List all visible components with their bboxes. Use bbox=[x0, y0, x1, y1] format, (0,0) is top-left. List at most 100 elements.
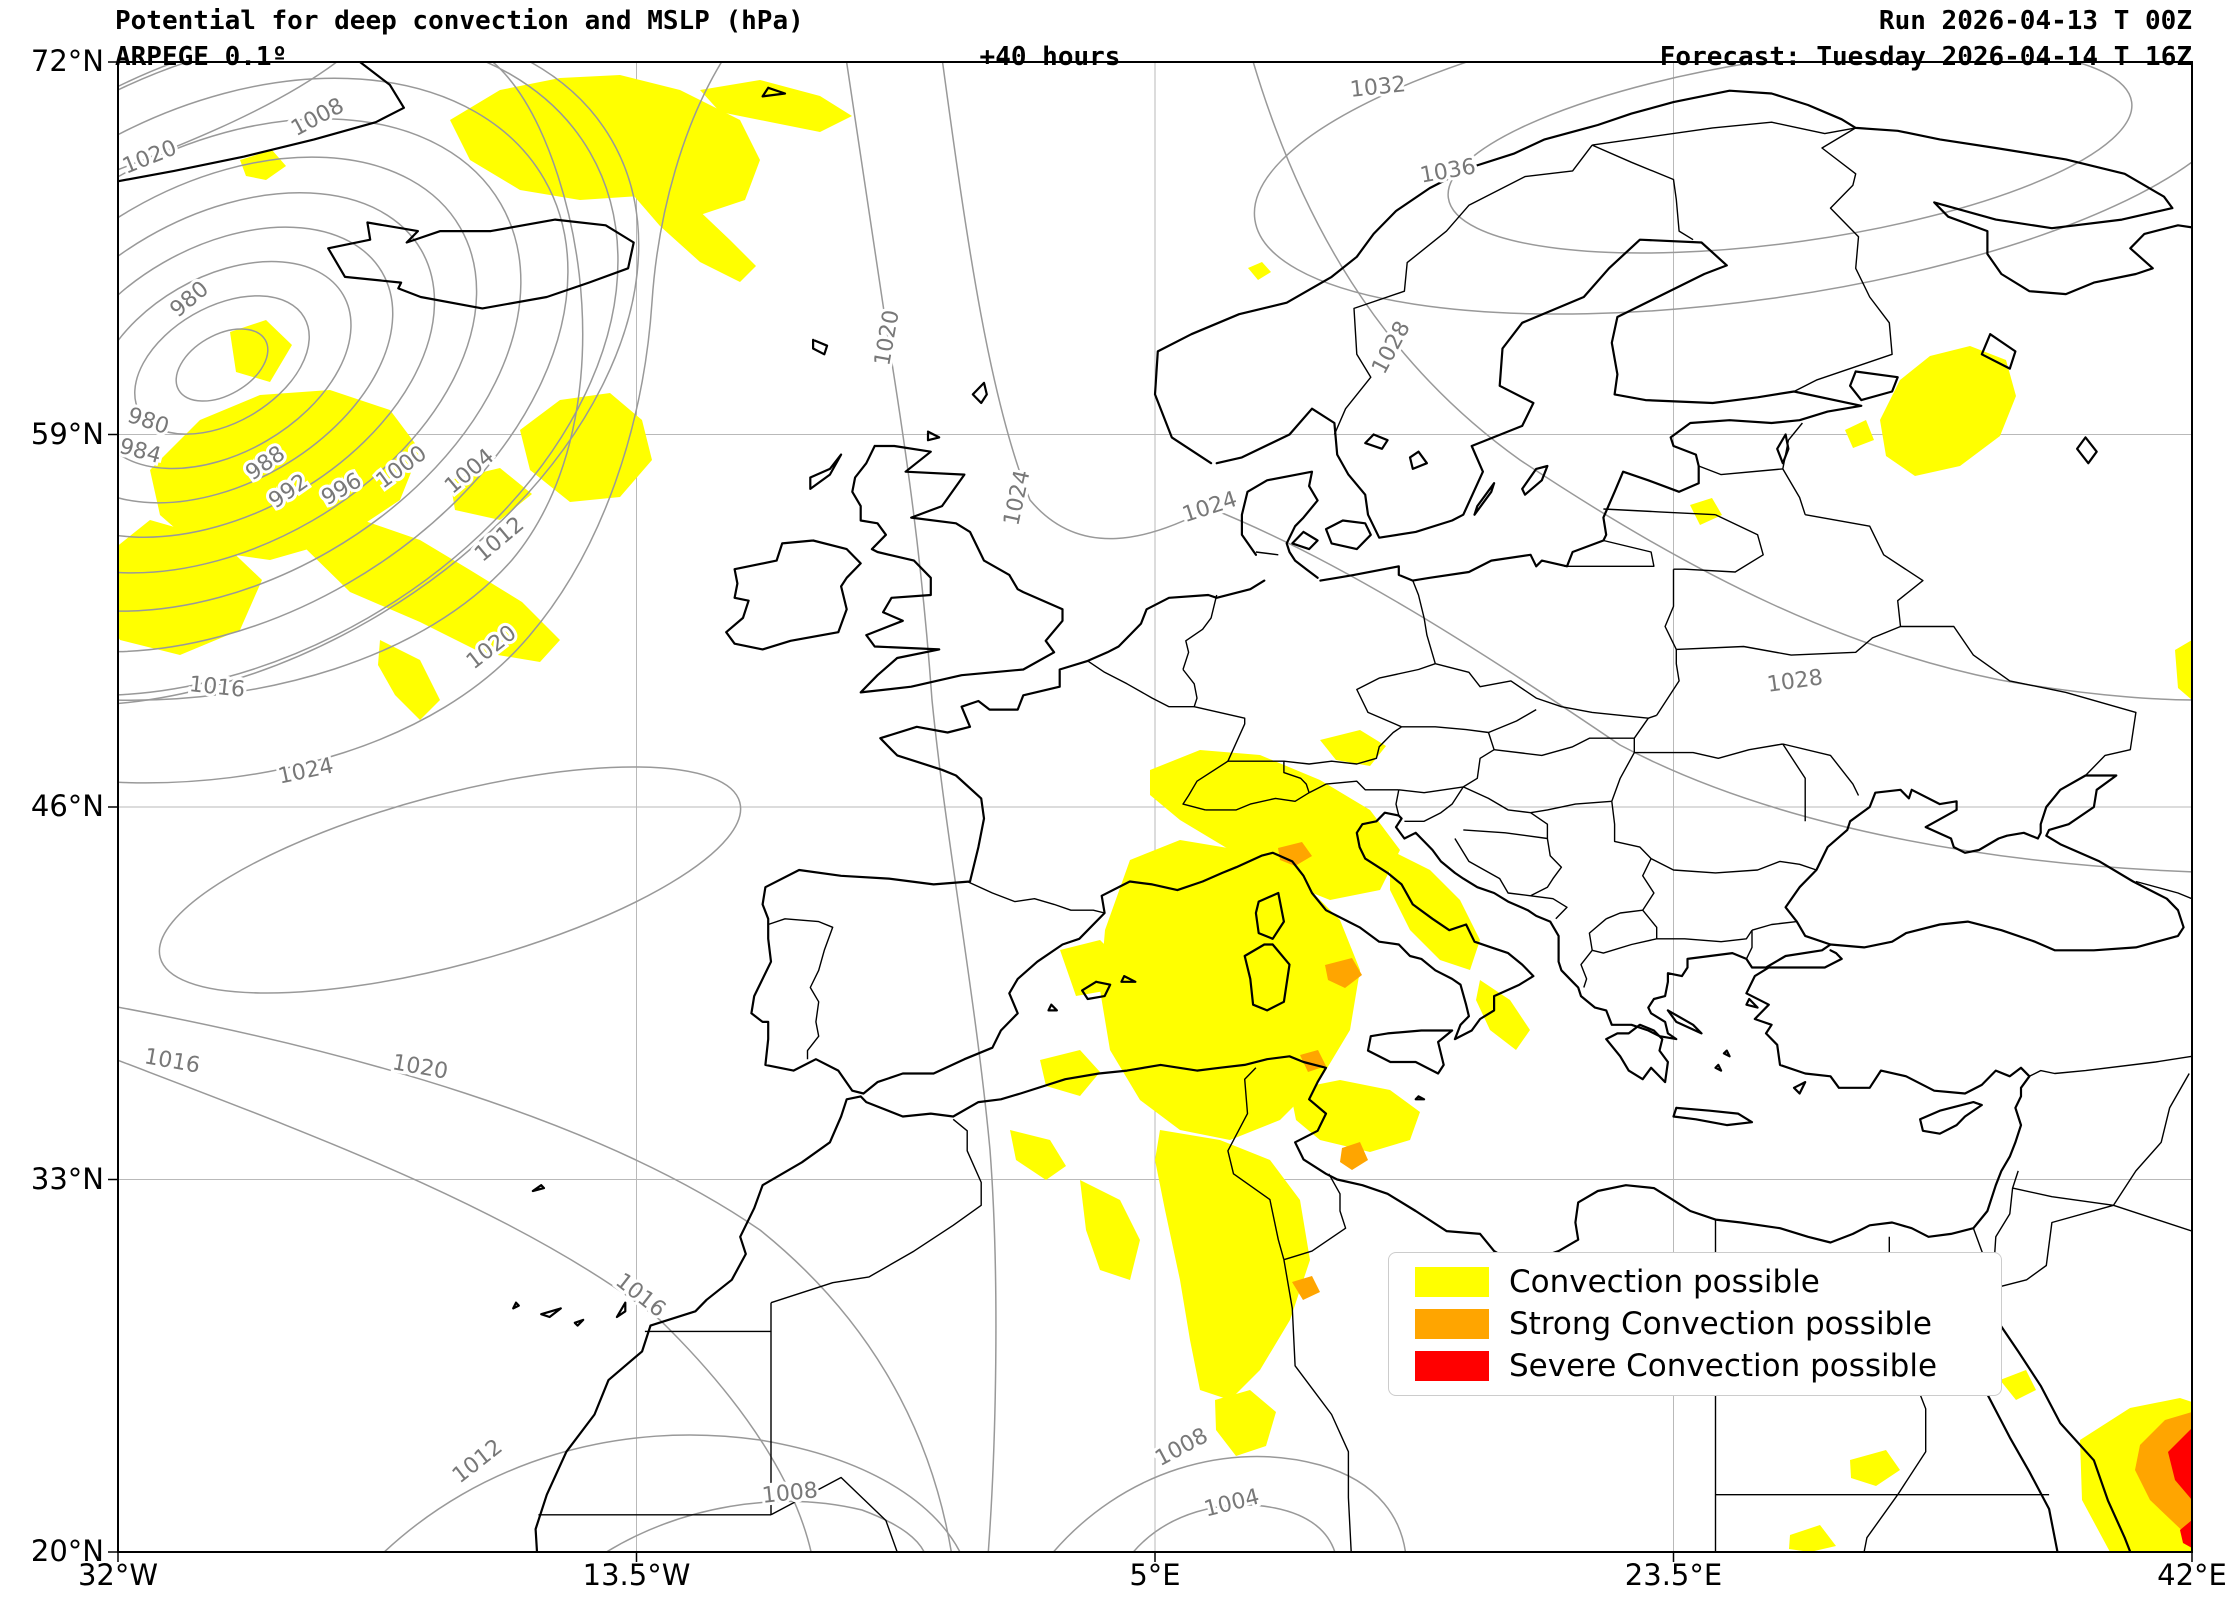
isobar-label: 1028 bbox=[1765, 665, 1824, 698]
legend-item: Convection possible bbox=[1415, 1264, 2001, 1300]
convection-possible-area bbox=[520, 393, 652, 502]
coastline bbox=[1047, 1003, 1058, 1012]
isobar-layer bbox=[118, 62, 2192, 1552]
isobar-line bbox=[383, 1434, 961, 1552]
coastline bbox=[1153, 89, 2192, 465]
country-border bbox=[2112, 1073, 2190, 1206]
country-border bbox=[1782, 743, 1806, 822]
convection-possible-area bbox=[1690, 498, 1722, 525]
coastline bbox=[812, 338, 829, 356]
country-border bbox=[2135, 880, 2192, 900]
isobar-label: 984 bbox=[117, 434, 164, 469]
isobar-line bbox=[1252, 62, 2192, 701]
convection-possible-area bbox=[150, 390, 420, 560]
country-border bbox=[1227, 1067, 1285, 1260]
strong-convection-area bbox=[1325, 958, 1362, 988]
isobar-line bbox=[118, 118, 522, 612]
isobar-label: 1020 bbox=[390, 1050, 449, 1084]
isobar-label: 1024 bbox=[276, 753, 336, 789]
coastline bbox=[851, 444, 1064, 694]
country-border bbox=[1462, 732, 1495, 788]
isobar-line bbox=[845, 62, 997, 1552]
figure-title: Potential for deep convection and MSLP (… bbox=[115, 6, 804, 36]
coastline bbox=[1784, 774, 2185, 952]
convection-possible-area bbox=[240, 150, 286, 180]
country-border bbox=[1283, 1259, 1352, 1552]
country-border bbox=[1454, 838, 1531, 897]
country-border bbox=[1395, 789, 1400, 816]
isobar-line bbox=[118, 1006, 953, 1552]
model-label: ARPEGE 0.1º bbox=[115, 42, 288, 72]
isobar-line bbox=[118, 62, 584, 701]
country-border bbox=[770, 1476, 898, 1552]
isobar-line bbox=[1052, 1455, 1407, 1552]
isobar-line bbox=[118, 62, 723, 784]
legend-item: Severe Convection possible bbox=[1415, 1348, 2001, 1384]
country-border bbox=[1463, 829, 1548, 840]
country-border bbox=[2029, 1055, 2192, 1077]
country-border bbox=[1751, 920, 1797, 931]
legend-label: Strong Convection possible bbox=[1509, 1306, 1932, 1342]
isobar-label: 1024 bbox=[1179, 487, 1240, 528]
coastline bbox=[1366, 1029, 1454, 1075]
country-border bbox=[1592, 938, 1657, 954]
map-legend: Convection possible Strong Convection po… bbox=[1388, 1252, 2002, 1396]
country-border bbox=[1592, 121, 1856, 146]
severe-convection-area bbox=[2168, 1428, 2192, 1500]
isobar-label: 980 bbox=[166, 277, 214, 323]
convection-possible-area bbox=[1060, 940, 1122, 996]
country-border bbox=[1308, 780, 1399, 794]
coastline bbox=[540, 1307, 562, 1319]
legend-swatch-red bbox=[1415, 1351, 1489, 1381]
country-border bbox=[767, 918, 834, 1060]
country-border bbox=[770, 1118, 982, 1304]
isobar-line bbox=[118, 62, 619, 697]
coastline-layer bbox=[118, 62, 2192, 1552]
isobar-label: 1008 bbox=[761, 1478, 819, 1509]
isobar-line bbox=[118, 1059, 812, 1552]
run-label: Run 2026-04-13 T 00Z bbox=[1878, 6, 2192, 36]
convection-possible-area bbox=[1845, 420, 1874, 448]
convection-possible-area bbox=[1040, 1050, 1100, 1096]
isobar-label: 1028 bbox=[1367, 317, 1415, 378]
country-border bbox=[1205, 792, 1310, 811]
coastline bbox=[2076, 436, 2098, 465]
isobar-label: 1004 bbox=[1202, 1485, 1262, 1523]
convection-possible-area bbox=[450, 75, 760, 215]
country-border bbox=[1463, 786, 1531, 814]
country-border bbox=[1782, 422, 1803, 470]
isobar-label: 1032 bbox=[1349, 72, 1407, 103]
country-border bbox=[2011, 1170, 2114, 1206]
coastline bbox=[1081, 980, 1112, 1001]
coastline bbox=[118, 62, 405, 183]
isobar-label: 1024 bbox=[999, 468, 1035, 528]
convection-possible-area bbox=[88, 1090, 112, 1118]
country-border bbox=[1676, 625, 1901, 656]
legend-swatch-orange bbox=[1415, 1309, 1489, 1339]
coastline bbox=[1324, 519, 1372, 551]
convection-possible-area bbox=[378, 640, 440, 720]
isobar-line bbox=[941, 62, 2192, 873]
coastline bbox=[1919, 1101, 1983, 1135]
coastline bbox=[1849, 370, 1899, 402]
country-border bbox=[1494, 717, 1649, 757]
coastline bbox=[1473, 482, 1496, 516]
coastline bbox=[1714, 1063, 1723, 1072]
country-border bbox=[1805, 514, 1924, 627]
coastline bbox=[1291, 530, 1319, 551]
isobar-label: 1012 bbox=[470, 512, 529, 567]
convection-possible-area bbox=[1010, 1130, 1066, 1180]
country-border bbox=[1611, 738, 1635, 802]
country-border bbox=[966, 880, 1105, 914]
convection-possible-area bbox=[230, 320, 292, 382]
coastline bbox=[1243, 943, 1291, 1012]
convection-possible-area bbox=[1390, 850, 1480, 970]
convection-possible-area bbox=[118, 520, 262, 655]
isobar-line bbox=[118, 192, 436, 538]
country-border bbox=[1588, 918, 1607, 951]
coastline bbox=[1792, 1081, 1807, 1095]
coastline bbox=[1722, 1049, 1731, 1058]
country-border bbox=[1530, 812, 1549, 839]
